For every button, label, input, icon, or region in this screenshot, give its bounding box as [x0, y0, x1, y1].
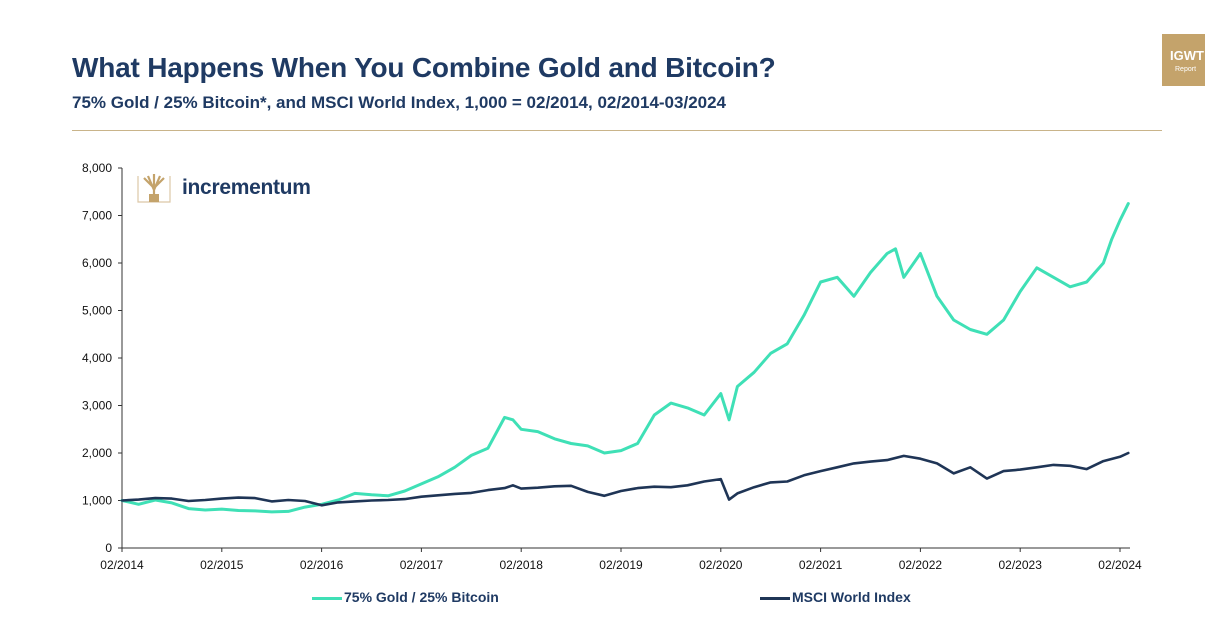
- y-tick-label: 2,000: [82, 446, 112, 460]
- x-tick-label: 02/2023: [999, 558, 1043, 572]
- tree-logo-icon: [137, 174, 171, 203]
- header-divider: [72, 130, 1162, 131]
- igwt-report-badge: IGWT Report: [1162, 34, 1205, 86]
- y-tick-label: 6,000: [82, 256, 112, 270]
- series-line-gold-bitcoin: [120, 202, 1130, 514]
- x-tick-label: 02/2024: [1098, 558, 1142, 572]
- incrementum-logo-text: incrementum: [182, 176, 311, 199]
- y-tick-label: 4,000: [82, 351, 112, 365]
- chart-title: What Happens When You Combine Gold and B…: [72, 52, 776, 83]
- y-tick-label: 3,000: [82, 399, 112, 413]
- x-tick-label: 02/2017: [400, 558, 444, 572]
- x-tick-label: 02/2019: [599, 558, 643, 572]
- legend-swatch-gold-bitcoin: [312, 597, 342, 600]
- legend-label-gold-bitcoin: 75% Gold / 25% Bitcoin: [344, 589, 499, 605]
- legend-swatch-msci: [760, 597, 790, 600]
- x-tick-label: 02/2021: [799, 558, 843, 572]
- y-tick-label: 1,000: [82, 494, 112, 508]
- x-tick-label: 02/2014: [100, 558, 144, 572]
- x-tick-label: 02/2018: [500, 558, 544, 572]
- series-line-msci: [120, 451, 1130, 507]
- x-tick-label: 02/2022: [899, 558, 943, 572]
- y-tick-label: 7,000: [82, 209, 112, 223]
- chart-subtitle: 75% Gold / 25% Bitcoin*, and MSCI World …: [72, 93, 727, 112]
- x-tick-label: 02/2016: [300, 558, 344, 572]
- badge-subtitle: Report: [1175, 66, 1197, 73]
- legend-label-msci: MSCI World Index: [792, 589, 911, 605]
- y-tick-label: 5,000: [82, 304, 112, 318]
- x-tick-label: 02/2020: [699, 558, 743, 572]
- y-tick-label: 8,000: [82, 161, 112, 175]
- x-tick-label: 02/2015: [200, 558, 244, 572]
- badge-title: IGWT: [1170, 48, 1204, 63]
- y-tick-label: 0: [105, 541, 112, 555]
